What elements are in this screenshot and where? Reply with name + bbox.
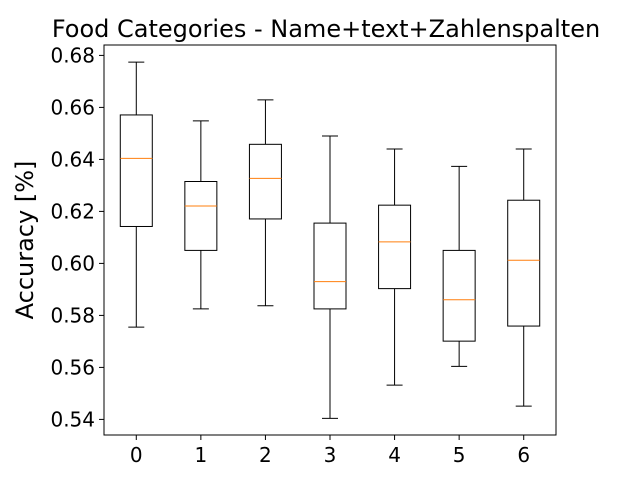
- box-body: [248, 143, 282, 220]
- y-tick-label: 0.54: [50, 407, 95, 431]
- y-tick-label: 0.66: [50, 95, 95, 119]
- y-tick-label: 0.60: [50, 251, 95, 275]
- y-tick-label: 0.64: [50, 147, 95, 171]
- y-tick-label: 0.58: [50, 303, 95, 327]
- x-tick-label: 1: [194, 443, 207, 467]
- x-tick-label: 2: [259, 443, 272, 467]
- y-tick-label: 0.68: [50, 43, 95, 67]
- chart-title: Food Categories - Name+text+Zahlenspalte…: [52, 15, 600, 43]
- y-axis-label: Accuracy [%]: [11, 161, 39, 320]
- x-tick-label: 0: [130, 443, 143, 467]
- x-tick-label: 6: [517, 443, 530, 467]
- x-tick-label: 4: [388, 443, 401, 467]
- box-body: [378, 204, 412, 290]
- x-tick-label: 5: [453, 443, 466, 467]
- box-body: [119, 114, 153, 227]
- plot-area: 0.54 0.56 0.58 0.60 0.62 0.64 0.66 0.68 0 1 2 3 4 5 6: [50, 43, 557, 467]
- x-tick-label: 3: [324, 443, 337, 467]
- box-body: [507, 199, 541, 327]
- box-body: [184, 181, 218, 251]
- y-tick-label: 0.56: [50, 355, 95, 379]
- y-tick-label: 0.62: [50, 199, 95, 223]
- box-body: [313, 222, 347, 310]
- box-body: [442, 249, 476, 342]
